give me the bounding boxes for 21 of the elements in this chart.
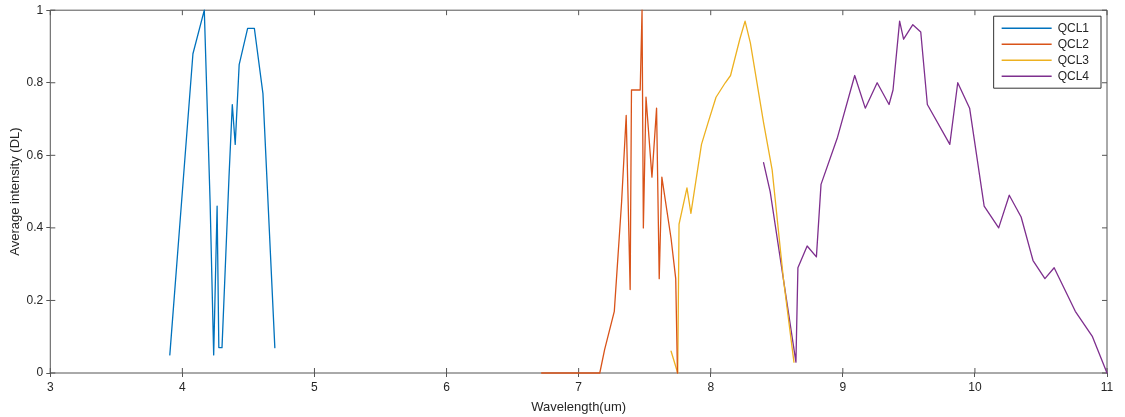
legend-label: QCL4 [1057, 68, 1090, 83]
x-tick-label: 5 [311, 379, 319, 394]
x-tick-label: 8 [707, 379, 715, 394]
legend-label: QCL1 [1057, 20, 1090, 35]
y-tick-label: 0 [36, 365, 44, 380]
y-tick-label: 0.6 [26, 147, 44, 162]
y-tick-label: 0.4 [26, 220, 44, 235]
x-tick-label: 6 [443, 379, 451, 394]
legend-label: QCL2 [1057, 36, 1090, 51]
x-tick-label: 9 [839, 379, 847, 394]
y-tick-label: 1 [36, 2, 44, 17]
x-tick-label: 11 [1100, 379, 1114, 394]
y-tick-label: 0.2 [26, 292, 44, 307]
x-tick-label: 3 [46, 379, 54, 394]
y-axis-title: Average intensity (DL) [7, 127, 23, 256]
legend-label: QCL3 [1057, 52, 1090, 67]
y-tick-label: 0.8 [26, 75, 44, 90]
x-tick-label: 7 [575, 379, 583, 394]
x-tick-label: 10 [968, 379, 982, 394]
x-axis-title: Wavelength(um) [531, 398, 627, 414]
x-tick-label: 4 [179, 379, 187, 394]
